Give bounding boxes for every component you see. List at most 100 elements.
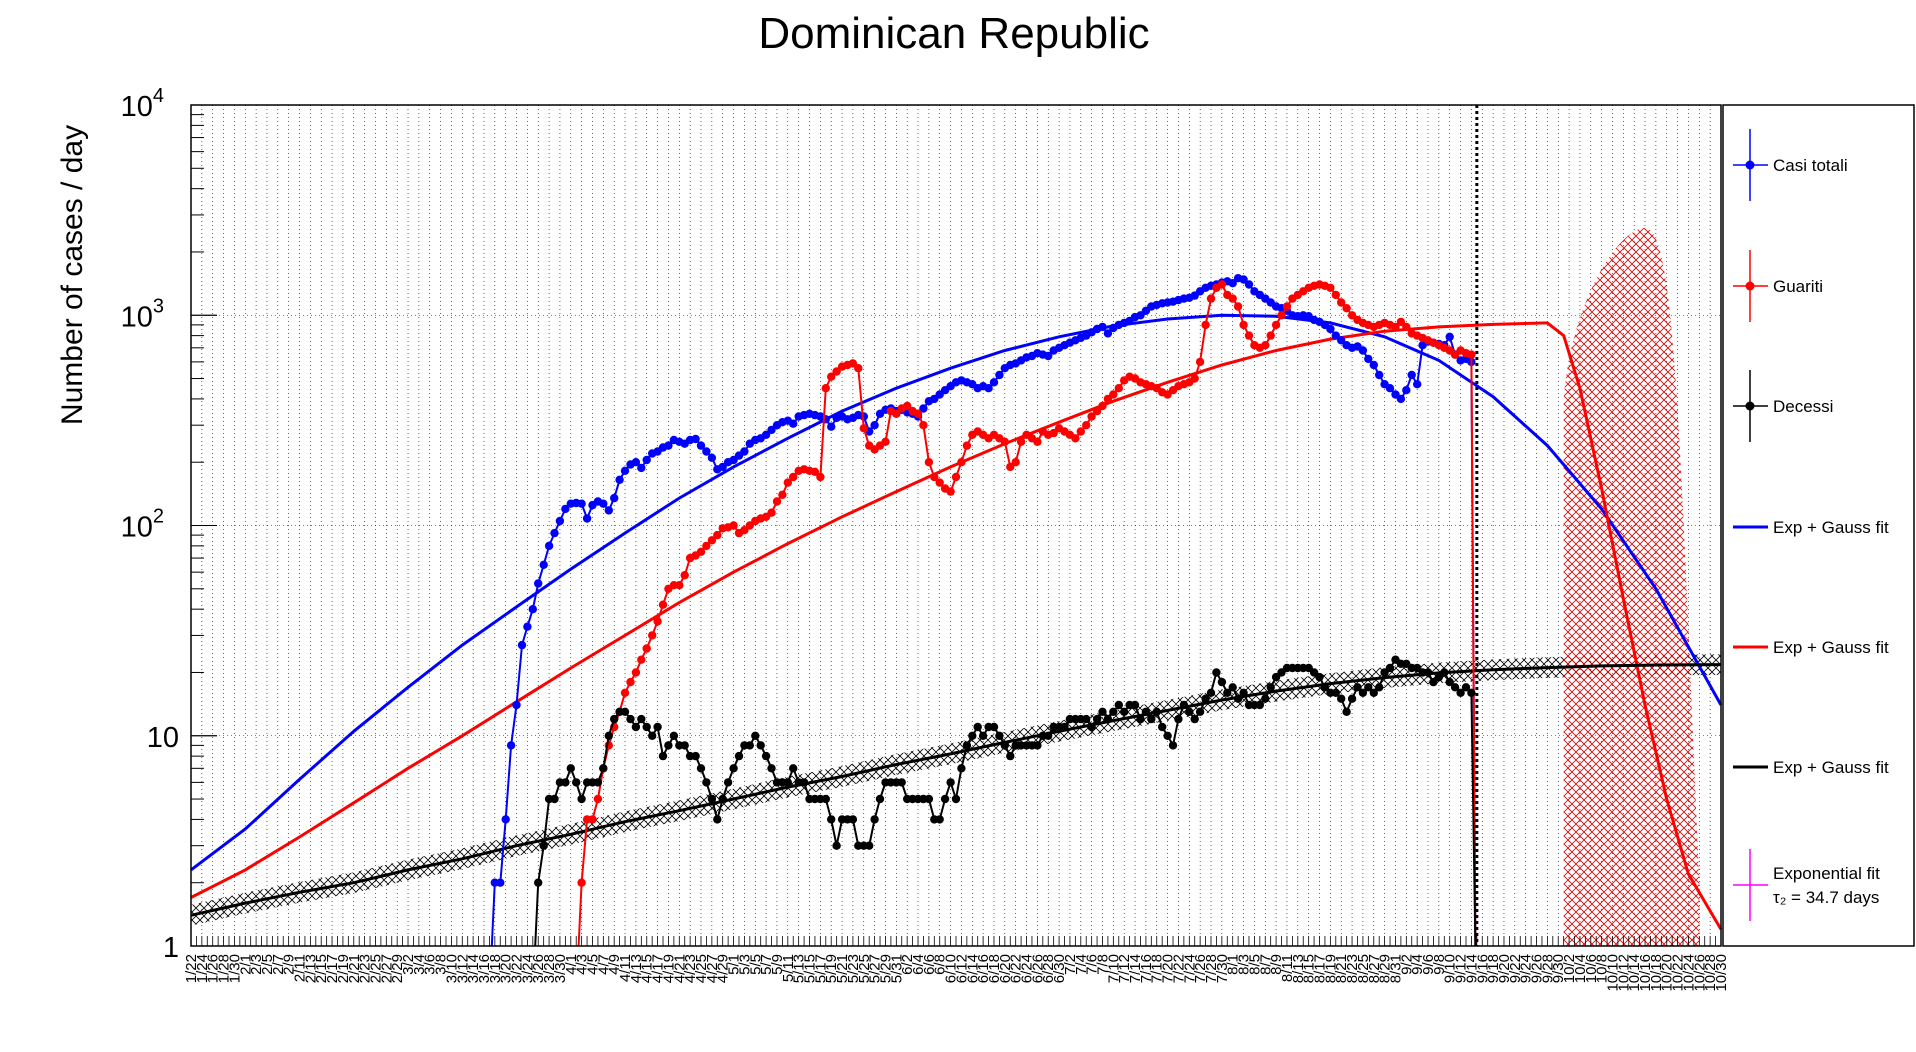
data-point bbox=[1190, 714, 1199, 724]
data-point bbox=[1217, 280, 1227, 289]
x-tick-label: 8/11 bbox=[1279, 954, 1296, 982]
x-tick-label: 10/22 bbox=[1670, 954, 1687, 992]
x-tick-label: 6/10 bbox=[943, 954, 960, 983]
x-tick-label: 9/10 bbox=[1442, 954, 1459, 983]
data-point bbox=[653, 722, 662, 732]
x-tick-label: 10/8 bbox=[1594, 954, 1611, 983]
data-point bbox=[626, 677, 635, 687]
y-tick-label: 104 bbox=[121, 85, 164, 123]
data-point bbox=[767, 508, 776, 517]
x-tick-label: 9/18 bbox=[1485, 954, 1502, 983]
x-tick-label: 9/26 bbox=[1529, 954, 1546, 983]
data-point bbox=[680, 571, 689, 580]
x-tick-label: 2/3 bbox=[248, 954, 265, 975]
data-point bbox=[962, 741, 972, 750]
data-point bbox=[1337, 694, 1346, 703]
y-tick-label: 10 bbox=[147, 722, 179, 754]
data-point bbox=[799, 778, 809, 787]
data-point bbox=[637, 463, 646, 473]
x-tick-label: 4/21 bbox=[671, 954, 688, 983]
data-point bbox=[865, 841, 874, 850]
x-tick-label: 5/27 bbox=[867, 954, 884, 983]
data-point bbox=[816, 472, 825, 482]
data-point bbox=[951, 472, 961, 482]
error-bands bbox=[191, 228, 1721, 947]
x-tick-label: 5/1 bbox=[726, 954, 743, 975]
data-point bbox=[631, 722, 641, 732]
data-point bbox=[642, 644, 651, 653]
data-point bbox=[1413, 380, 1422, 389]
legend-marker-dot bbox=[1745, 281, 1755, 291]
data-point bbox=[1092, 714, 1102, 724]
x-tick-label: 8/27 bbox=[1366, 954, 1383, 983]
data-point bbox=[772, 497, 782, 506]
data-point bbox=[1098, 322, 1107, 332]
data-point bbox=[1206, 294, 1216, 303]
data-point bbox=[1450, 683, 1460, 692]
x-tick-label: 2/13 bbox=[302, 954, 319, 983]
x-tick-label: 6/18 bbox=[986, 954, 1003, 983]
x-tick-label: 6/28 bbox=[1040, 954, 1057, 983]
x-tick-label: 3/20 bbox=[498, 954, 515, 983]
data-point bbox=[610, 714, 619, 724]
data-point bbox=[745, 741, 754, 750]
data-point bbox=[1315, 672, 1324, 682]
x-tick-label: 8/25 bbox=[1355, 954, 1372, 983]
data-point bbox=[913, 409, 923, 418]
data-point bbox=[588, 815, 597, 824]
data-point bbox=[1353, 683, 1362, 692]
data-point bbox=[691, 751, 700, 761]
data-point bbox=[848, 359, 858, 368]
x-tick-label: 6/20 bbox=[997, 954, 1014, 983]
data-point bbox=[1407, 370, 1416, 380]
data-point bbox=[1445, 332, 1454, 341]
data-point bbox=[940, 794, 950, 804]
data-point bbox=[696, 764, 706, 773]
x-tick-label: 7/20 bbox=[1160, 954, 1177, 983]
data-point bbox=[653, 617, 662, 626]
x-tick-label: 7/14 bbox=[1127, 954, 1144, 983]
x-tick-label: 2/15 bbox=[313, 954, 330, 983]
legend-label: Exp + Gauss fit bbox=[1773, 518, 1889, 537]
data-point bbox=[1255, 700, 1265, 710]
x-tick-label: 9/24 bbox=[1518, 954, 1535, 983]
x-tick-label: 4/11 bbox=[617, 954, 634, 982]
data-point bbox=[740, 447, 749, 456]
x-tick-label: 2/29 bbox=[389, 954, 406, 983]
data-point bbox=[1016, 437, 1026, 446]
data-point bbox=[767, 764, 776, 773]
data-point bbox=[1467, 350, 1476, 359]
data-point bbox=[1331, 290, 1341, 300]
data-point bbox=[951, 794, 961, 804]
data-point bbox=[1201, 320, 1210, 330]
data-point bbox=[1174, 714, 1183, 724]
data-point bbox=[1228, 683, 1237, 692]
data-point bbox=[1391, 322, 1400, 332]
data-point bbox=[1044, 351, 1053, 361]
x-tick-label: 3/2 bbox=[400, 954, 417, 975]
fit-curve bbox=[190, 313, 1723, 872]
data-point bbox=[1060, 722, 1069, 732]
data-point bbox=[1147, 714, 1156, 724]
data-point bbox=[1130, 700, 1140, 710]
x-tick-label: 4/3 bbox=[574, 954, 591, 975]
x-tick-label: 9/22 bbox=[1507, 954, 1524, 983]
data-point bbox=[707, 536, 717, 545]
data-point bbox=[1206, 688, 1216, 697]
legend-marker-dot bbox=[1745, 160, 1755, 170]
data-point bbox=[1228, 279, 1237, 288]
y-tick-exponent: 3 bbox=[153, 295, 164, 317]
x-tick-label: 7/8 bbox=[1094, 954, 1111, 975]
data-point bbox=[821, 384, 830, 393]
data-point bbox=[512, 700, 521, 710]
x-tick-label: 3/12 bbox=[454, 954, 471, 983]
data-point bbox=[778, 490, 787, 499]
data-point bbox=[691, 434, 700, 444]
data-point bbox=[1195, 357, 1205, 367]
data-point bbox=[718, 794, 727, 804]
data-point bbox=[1006, 751, 1015, 761]
data-point bbox=[517, 640, 527, 650]
data-point bbox=[604, 506, 613, 515]
data-point bbox=[1326, 324, 1335, 334]
data-point bbox=[919, 421, 928, 430]
